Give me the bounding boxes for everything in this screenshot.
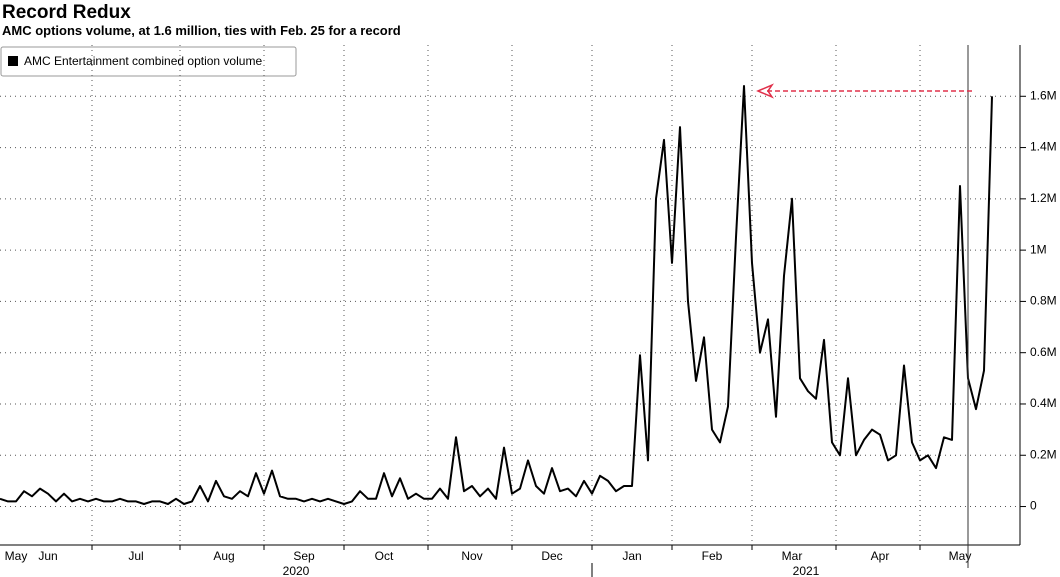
x-tick-label: Nov [461, 549, 482, 563]
x-tick-label: Mar [782, 549, 803, 563]
y-tick-label: 1.6M [1030, 88, 1057, 102]
x-tick-label: Jun [38, 549, 57, 563]
legend-box [0, 46, 297, 77]
y-tick-label: 0.8M [1030, 294, 1057, 308]
chart-title: Record Redux [2, 2, 131, 23]
x-tick-label: Oct [375, 549, 394, 563]
y-tick-label: 1.4M [1030, 140, 1057, 154]
y-tick-label: 1M [1030, 242, 1047, 256]
y-tick-label: 0 [1030, 499, 1037, 513]
y-tick-label: 0.6M [1030, 345, 1057, 359]
y-tick-label: 1.2M [1030, 191, 1057, 205]
x-tick-label: Aug [213, 549, 234, 563]
chart-subtitle: AMC options volume, at 1.6 million, ties… [2, 23, 401, 38]
x-tick-label: Jul [128, 549, 143, 563]
x-tick-label: Feb [702, 549, 723, 563]
year-label: 2020 [283, 564, 310, 577]
legend-label: AMC Entertainment combined option volume [24, 54, 262, 68]
x-tick-label: Dec [541, 549, 562, 563]
x-tick-label: May [5, 549, 28, 563]
x-tick-label: May [949, 549, 972, 563]
series-line [0, 85, 993, 505]
x-tick-label: Apr [871, 549, 890, 563]
y-tick-label: 0.2M [1030, 447, 1057, 461]
legend-swatch [8, 56, 18, 66]
record-arrowhead [756, 83, 775, 99]
year-label: 2021 [793, 564, 820, 577]
y-tick-label: 0.4M [1030, 396, 1057, 410]
x-tick-label: Sep [293, 549, 315, 563]
x-tick-label: Jan [622, 549, 641, 563]
